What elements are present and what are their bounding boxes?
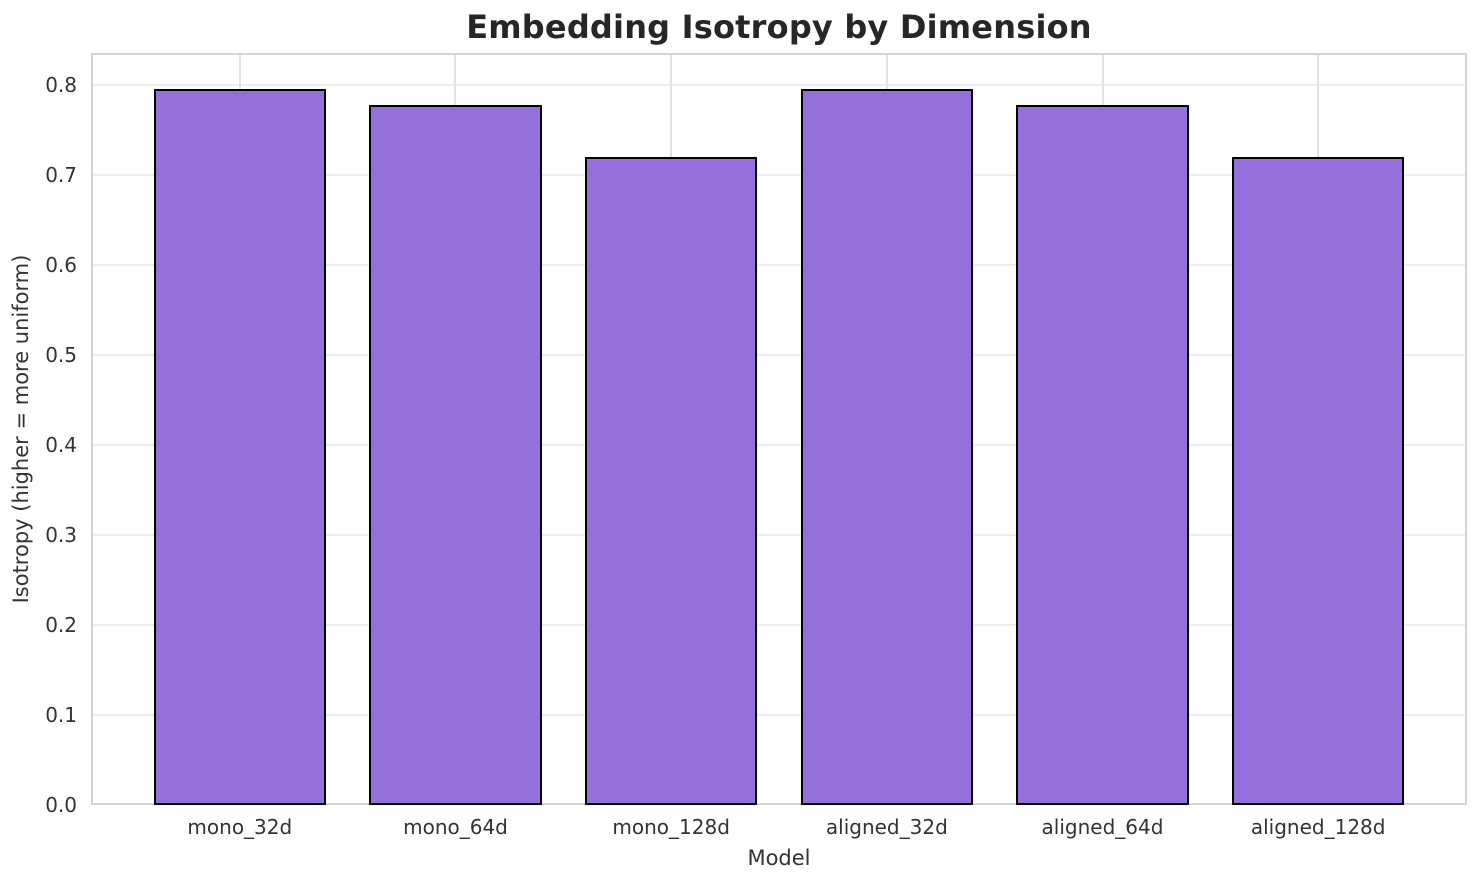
bar-mono_32d — [153, 88, 327, 805]
horizontal-gridline — [91, 84, 1467, 87]
x-tick-label: aligned_64d — [1041, 815, 1164, 839]
vertical-gridline — [454, 53, 457, 805]
bar-mono_64d — [369, 105, 542, 805]
plot-frame — [91, 53, 1467, 805]
horizontal-gridline — [91, 624, 1467, 627]
y-tick-label: 0.1 — [45, 703, 77, 728]
vertical-gridline — [885, 53, 888, 805]
x-tick-label: mono_64d — [403, 815, 508, 839]
y-tick-label: 0.7 — [45, 163, 77, 188]
y-tick-label: 0.2 — [45, 613, 77, 638]
horizontal-gridline — [91, 714, 1467, 717]
y-axis-label: Isotropy (higher = more uniform) — [9, 254, 33, 604]
vertical-gridline — [238, 53, 241, 805]
horizontal-gridline — [91, 534, 1467, 537]
bar-aligned_64d — [1016, 105, 1189, 805]
horizontal-gridline — [91, 264, 1467, 267]
x-tick-label: aligned_128d — [1250, 815, 1386, 839]
bar-mono_128d — [584, 157, 758, 805]
horizontal-gridline — [91, 174, 1467, 177]
x-tick-label: mono_32d — [187, 815, 293, 839]
bar-aligned_128d — [1231, 157, 1405, 805]
bar-aligned_32d — [800, 88, 974, 805]
y-tick-label: 0.8 — [45, 73, 77, 98]
chart-title: Embedding Isotropy by Dimension — [466, 8, 1092, 46]
x-tick-label: aligned_32d — [825, 815, 948, 839]
vertical-gridline — [670, 53, 673, 805]
horizontal-gridline — [91, 354, 1467, 357]
horizontal-gridline — [91, 444, 1467, 447]
y-tick-label: 0.0 — [45, 793, 77, 817]
x-axis-label: Model — [747, 846, 811, 870]
vertical-gridline — [1317, 53, 1320, 805]
vertical-gridline — [1101, 53, 1104, 805]
x-tick-label: mono_128d — [612, 815, 730, 839]
